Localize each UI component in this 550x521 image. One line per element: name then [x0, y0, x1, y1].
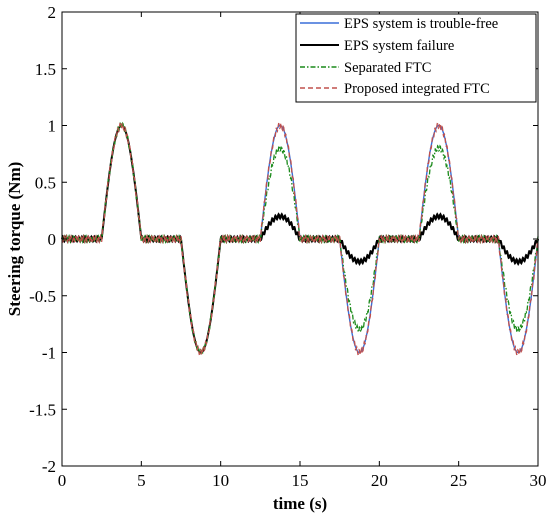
x-tick-label: 0: [58, 471, 67, 490]
x-tick-label: 5: [137, 471, 146, 490]
series-layer: [61, 121, 539, 357]
y-tick-label: -1.5: [29, 400, 56, 419]
legend-label-failure: EPS system failure: [344, 38, 454, 54]
ticks-layer: 0 5 10 15 20 25 30 -2 -1.5 -1 -0.5 0 0.5 1 1.5 2: [29, 3, 546, 490]
legend-label-trouble-free: EPS system is trouble-free: [344, 16, 498, 32]
y-tick-label: -0.5: [29, 287, 56, 306]
legend: EPS system is trouble-free EPS system fa…: [295, 13, 537, 103]
y-axis-label: Steering torque (Nm): [5, 162, 24, 317]
x-tick-label: 10: [212, 471, 229, 490]
x-axis-label: time (s): [273, 494, 327, 513]
y-tick-label: 1.5: [35, 60, 56, 79]
x-tick-label: 25: [450, 471, 467, 490]
y-tick-label: 2: [48, 3, 57, 22]
y-tick-label: 0.5: [35, 173, 56, 192]
x-tick-label: 30: [530, 471, 547, 490]
y-tick-label: -1: [42, 344, 56, 363]
series-line-separated: [61, 121, 539, 357]
x-tick-label: 20: [371, 471, 388, 490]
y-tick-label: -2: [42, 457, 56, 476]
x-tick-label: 15: [292, 471, 309, 490]
legend-label-separated: Separated FTC: [344, 60, 431, 76]
y-tick-label: 1: [48, 117, 57, 136]
series-line-integrated: [61, 121, 539, 357]
y-tick-label: 0: [48, 230, 57, 249]
legend-label-integrated: Proposed integrated FTC: [344, 81, 490, 97]
